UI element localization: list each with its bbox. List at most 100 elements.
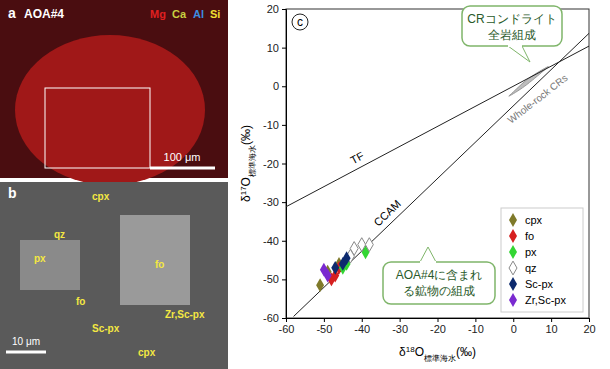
- x-tick-mark: [324, 318, 325, 322]
- x-tick-label: 20: [583, 323, 595, 335]
- phase-label: fo: [155, 259, 164, 270]
- y-tick-mark: [282, 9, 286, 10]
- y-tick-mark: [282, 279, 286, 280]
- phase-label: fo: [76, 296, 85, 307]
- legend-box: [501, 208, 583, 312]
- panel-a: aAOA#4MgCaAlSi100 μm: [0, 0, 228, 185]
- x-tick: 20: [583, 318, 595, 335]
- y-tick-label: 10: [267, 42, 279, 54]
- callout-tail: [508, 46, 530, 62]
- image-region: [15, 35, 205, 185]
- y-tick-mark: [282, 241, 286, 242]
- element-label: Ca: [172, 8, 187, 20]
- legend-marker: [509, 213, 517, 227]
- y-tick-label: 0: [273, 80, 279, 92]
- callout-text: る鉱物の組成: [403, 284, 475, 298]
- scale-bar: [6, 351, 46, 354]
- x-tick-mark: [589, 318, 590, 322]
- x-tick-mark: [400, 318, 401, 322]
- y-tick: -60: [263, 312, 286, 324]
- panel-b: bcpxqzpxfofoZr,Sc-pxSc-pxcpx10 μm: [0, 182, 228, 369]
- reference-line: [294, 33, 589, 316]
- y-tick-label: -30: [263, 196, 279, 208]
- reference-line: [286, 46, 589, 207]
- x-tick: -60: [279, 318, 295, 335]
- data-point: [339, 257, 347, 271]
- y-tick: -10: [263, 119, 286, 131]
- callout-tail: [420, 247, 436, 262]
- y-tick-mark: [282, 86, 286, 87]
- x-tick-label: 10: [546, 323, 558, 335]
- image-region: [120, 215, 190, 305]
- x-tick-mark: [475, 318, 476, 322]
- y-tick-mark: [282, 164, 286, 165]
- line-label: TF: [348, 149, 366, 166]
- callout-join: [508, 45, 522, 47]
- y-tick-mark: [282, 48, 286, 49]
- y-axis-title: δ17O標準海水(‰): [239, 125, 257, 202]
- y-tick-label: -10: [263, 119, 279, 131]
- x-tick: 10: [546, 318, 558, 335]
- panel-title: AOA#4: [24, 7, 64, 21]
- callout-text: AOA#4に含まれ: [396, 268, 483, 282]
- phase-label: cpx: [138, 347, 156, 358]
- scale-label: 10 μm: [12, 336, 40, 347]
- callout-text: 全岩組成: [488, 28, 536, 42]
- x-tick-mark: [438, 318, 439, 322]
- element-label: Mg: [150, 8, 166, 20]
- legend-label: qz: [525, 262, 537, 274]
- callout: CRコンドライト全岩組成: [462, 6, 562, 62]
- legend-label: fo: [525, 230, 534, 242]
- panel-c: -60-50-40-30-20-1001020-60-50-40-30-20-1…: [239, 3, 596, 362]
- y-tick-mark: [282, 125, 286, 126]
- callout-box: [462, 6, 562, 46]
- x-axis-line: [287, 319, 590, 323]
- callout-text: CRコンドライト: [467, 12, 556, 26]
- y-tick: -20: [263, 158, 286, 170]
- y-tick-label: 20: [267, 3, 279, 15]
- x-axis-title: δ18O標準海水(‰): [399, 345, 476, 363]
- x-tick-mark: [551, 318, 552, 322]
- figure: aAOA#4MgCaAlSi100 μmbcpxqzpxfofoZr,Sc-px…: [0, 0, 610, 369]
- data-point: [331, 261, 339, 275]
- scale-bar: [150, 167, 215, 170]
- x-tick: -50: [316, 318, 332, 335]
- y-tick: 0: [273, 80, 286, 92]
- x-tick-label: -60: [279, 323, 295, 335]
- legend-marker: [509, 229, 517, 243]
- x-tick-label: -40: [354, 323, 370, 335]
- y-axis: -60-50-40-30-20-1001020: [263, 3, 286, 324]
- legend-marker: [509, 293, 517, 307]
- y-tick: 20: [267, 3, 286, 15]
- legend-label: Sc-px: [525, 278, 554, 290]
- x-tick-label: -20: [430, 323, 446, 335]
- phase-label: qz: [54, 229, 65, 240]
- phase-label: Zr,Sc-px: [165, 309, 205, 320]
- panel-label: a: [8, 5, 16, 21]
- data-point: [365, 238, 373, 252]
- callout-box: [383, 262, 495, 304]
- image-area: [0, 182, 228, 369]
- panel-label-circle: [292, 14, 308, 30]
- x-tick: 0: [511, 318, 517, 335]
- y-axis-line: [282, 10, 287, 319]
- x-tick: -10: [468, 318, 484, 335]
- y-tick-mark: [282, 318, 286, 319]
- line-label: CCAM: [371, 197, 403, 228]
- legend-marker: [509, 245, 517, 259]
- data-point: [358, 238, 366, 252]
- inset-frame: [45, 88, 150, 168]
- panel-label: c: [297, 15, 303, 29]
- phase-label: cpx: [92, 191, 110, 202]
- callout: AOA#4に含まれる鉱物の組成: [383, 247, 495, 304]
- y-tick-label: -20: [263, 158, 279, 170]
- legend-marker: [509, 277, 517, 291]
- y-tick: -50: [263, 273, 286, 285]
- legend-label: cpx: [525, 214, 543, 226]
- legend: cpxfopxqzSc-pxZr,Sc-px: [501, 208, 583, 312]
- y-tick-label: -60: [263, 312, 279, 324]
- phase-label: Sc-px: [92, 323, 120, 334]
- legend-label: px: [525, 246, 537, 258]
- region-label: Whole-rock CRs: [506, 72, 570, 125]
- callout-join: [420, 261, 436, 263]
